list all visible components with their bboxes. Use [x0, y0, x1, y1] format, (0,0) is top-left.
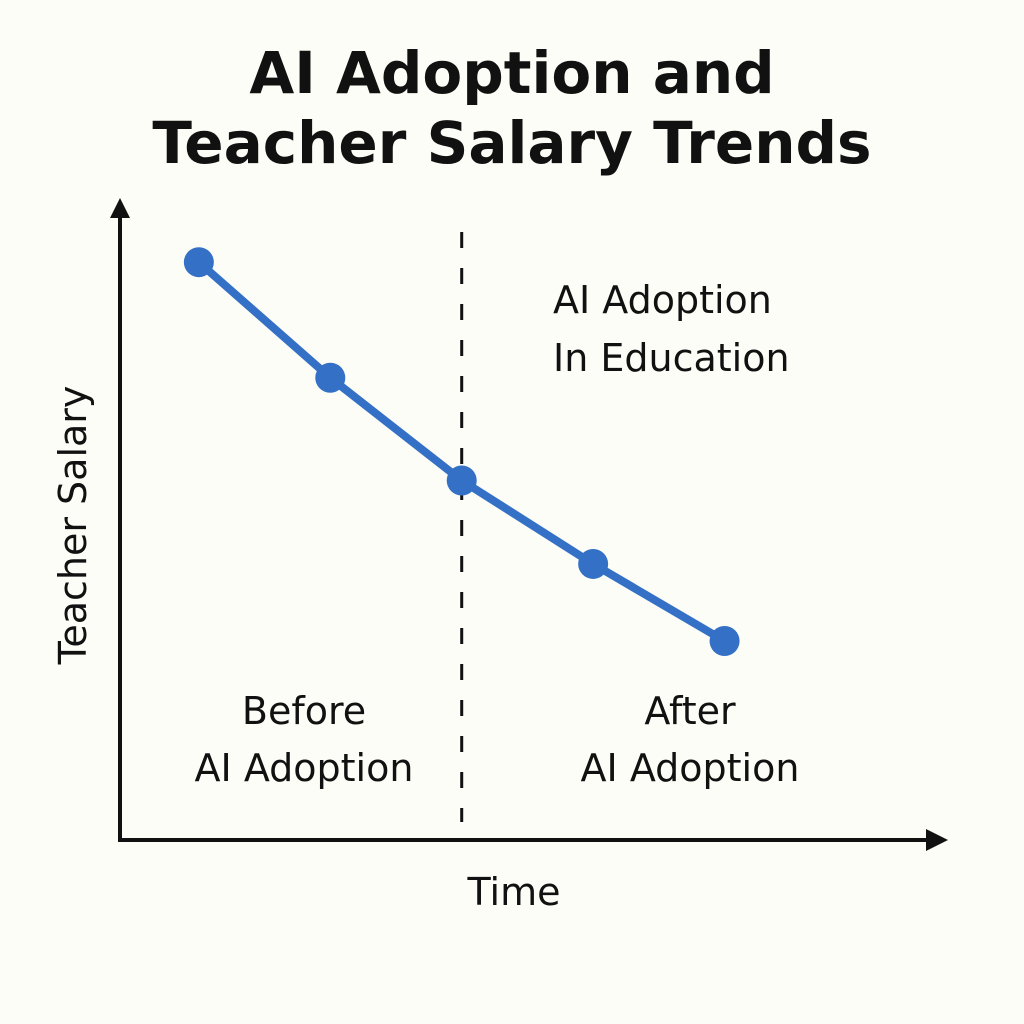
- data-point-4: [578, 548, 609, 579]
- region-label-before-line-1: Before: [242, 689, 366, 733]
- chart-marks: [183, 232, 740, 822]
- chart-title: AI Adoption and Teacher Salary Trends: [0, 38, 1024, 178]
- data-point-3: [446, 465, 477, 496]
- region-label-after-line-1: After: [644, 689, 736, 733]
- data-point-1: [183, 247, 214, 278]
- data-point-5: [709, 625, 740, 656]
- y-axis-label: Teacher Salary: [51, 386, 95, 666]
- x-axis-label: Time: [467, 870, 561, 914]
- chart-title-line-2: Teacher Salary Trends: [152, 109, 872, 177]
- y-axis-arrow-icon: [110, 198, 130, 218]
- region-label-after-line-2: AI Adoption: [581, 746, 800, 790]
- region-label-before-line-2: AI Adoption: [195, 746, 414, 790]
- divider-label-line-1: AI Adoption: [553, 278, 772, 322]
- x-axis-arrow-icon: [926, 829, 948, 851]
- chart-title-line-1: AI Adoption and: [249, 39, 775, 107]
- divider-label-line-2: In Education: [553, 336, 790, 380]
- data-point-2: [315, 362, 346, 393]
